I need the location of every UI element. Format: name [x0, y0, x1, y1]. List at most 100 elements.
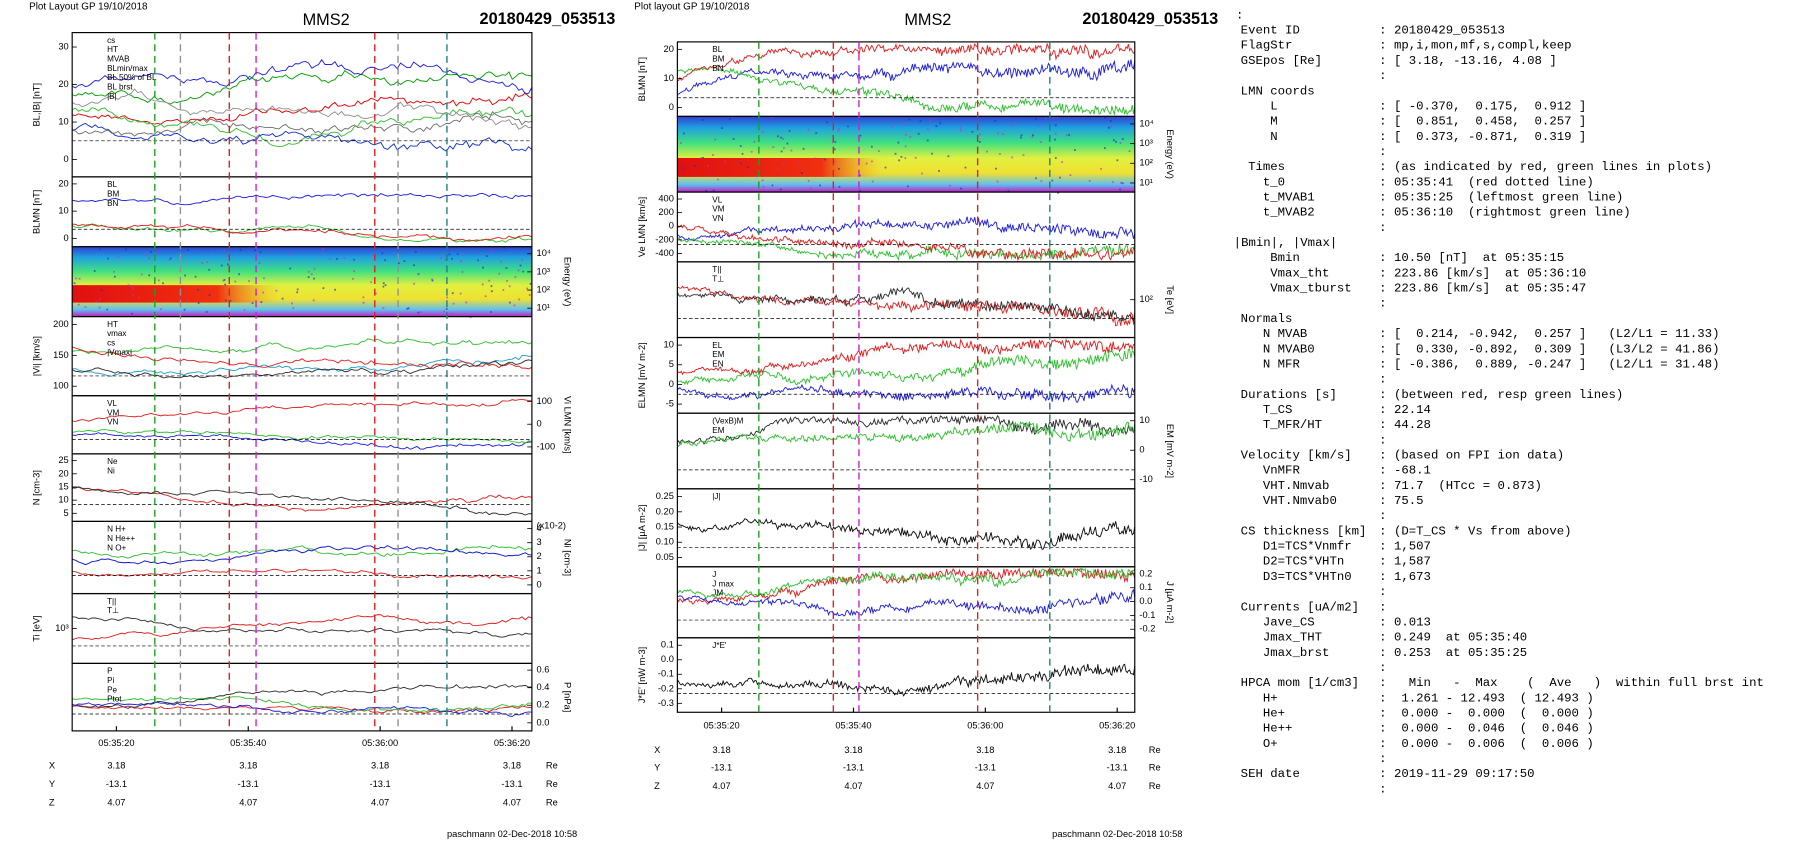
x-tick-label: 05:36:20 — [494, 738, 530, 748]
spectrogram-speckle — [1110, 125, 1112, 128]
spectrogram-speckle — [490, 290, 493, 293]
spectrogram-speckle — [431, 278, 433, 281]
info-value: : 71.7 (HTcc = 0.873) — [1379, 479, 1542, 493]
legend-entry: Ne — [107, 457, 118, 466]
spectrogram-speckle — [788, 129, 791, 132]
spectrogram-speckle — [113, 275, 116, 278]
legend-entry: J max — [712, 579, 734, 588]
spectrogram-speckle — [513, 304, 516, 307]
spectrogram-speckle — [234, 280, 237, 283]
info-label: T_CS — [1241, 403, 1293, 417]
info-value: : — [1379, 661, 1386, 675]
info-value: : 44.28 — [1379, 418, 1431, 432]
spectrogram-speckle — [831, 141, 834, 144]
spectrogram-speckle — [98, 298, 101, 300]
trace — [72, 69, 532, 105]
position-value: 4.07 — [976, 781, 994, 791]
trace — [72, 486, 532, 516]
position-label: Z — [49, 798, 55, 808]
y-tick-label: 0 — [1139, 445, 1144, 455]
spectrogram-speckle — [508, 285, 511, 288]
info-value: : 0.249 at 05:35:40 — [1379, 631, 1527, 645]
spectrogram-speckle — [1103, 147, 1106, 149]
info-value: : — [1379, 782, 1386, 796]
y-tick-label: 10¹ — [537, 303, 550, 313]
spectrogram-speckle — [739, 145, 742, 147]
spectrogram-speckle — [1115, 140, 1117, 143]
y-tick-label: 0.2 — [537, 700, 550, 710]
spectrogram-speckle — [168, 258, 171, 261]
spectrogram-speckle — [935, 125, 938, 127]
spectrogram-speckle — [223, 249, 225, 252]
y-tick-label: 0 — [64, 233, 69, 243]
info-label: T_MFR/HT — [1241, 418, 1322, 432]
spectrogram-speckle — [903, 122, 906, 125]
info-value: : 22.14 — [1379, 403, 1431, 417]
position-value: 3.18 — [844, 745, 862, 755]
legend-entry: P — [107, 667, 112, 676]
spectrogram-speckle — [417, 273, 420, 276]
spectrogram-speckle — [451, 257, 453, 260]
spectrogram-speckle — [517, 269, 520, 272]
info-value: : 1,507 — [1379, 540, 1431, 554]
spectrogram-speckle — [999, 152, 1001, 155]
spectrogram-speckle — [254, 249, 256, 252]
event-id: 20180429_053513 — [480, 10, 616, 28]
legend-entry: J*E' — [712, 641, 727, 650]
legend-entry: EM — [712, 350, 724, 359]
spectrogram-speckle — [949, 184, 951, 187]
spectrogram-speckle — [95, 300, 98, 303]
y-tick-label: -200 — [655, 234, 674, 244]
spectrogram-speckle — [459, 292, 462, 295]
info-label: Normals — [1241, 312, 1293, 326]
spectrogram-speckle — [125, 248, 127, 251]
spectrogram-speckle — [243, 309, 246, 311]
spectrogram-speckle — [275, 289, 278, 292]
spectrogram-speckle — [312, 299, 315, 302]
y-tick-label: 10 — [664, 340, 674, 350]
spectrogram-speckle — [117, 256, 120, 258]
spectrogram-speckle — [904, 157, 907, 160]
spectrogram-speckle — [1020, 136, 1022, 139]
trace — [72, 486, 532, 512]
info-value: : 0.013 — [1379, 615, 1431, 629]
panel-frame — [676, 566, 1136, 639]
y-tick-label: 10⁴ — [1139, 118, 1153, 128]
info-value: : (as indicated by red, green lines in p… — [1379, 160, 1712, 174]
info-value: : — [1379, 585, 1386, 599]
legend-entry: T|| — [712, 265, 721, 274]
trace — [72, 429, 533, 444]
y-tick-label: 10² — [1139, 294, 1152, 304]
spectrogram-speckle — [1065, 134, 1068, 137]
legend-entry: BN — [107, 199, 118, 208]
info-label: GSEpos [Re] — [1241, 54, 1322, 68]
legend-entry: MVAB — [107, 55, 129, 64]
spectrogram-speckle — [1020, 134, 1023, 137]
spectrogram-speckle — [865, 162, 868, 165]
spectrogram-speckle — [420, 311, 422, 313]
spectrogram-speckle — [150, 251, 152, 253]
spectrogram-speckle — [382, 285, 385, 288]
spectrogram-speckle — [113, 270, 115, 273]
y-axis-label: J [µA m-2] — [1165, 581, 1175, 623]
position-value: -13.1 — [843, 763, 864, 773]
spectrogram-hot — [677, 157, 884, 177]
spectrogram-speckle — [750, 150, 753, 153]
x-tick-label: 05:36:20 — [1099, 721, 1135, 731]
info-value: : [ -0.386, 0.889, -0.247 ] (L2/L1 = 31.… — [1379, 357, 1719, 371]
legend-entry: vmax — [107, 329, 126, 338]
y-tick-label: 10² — [537, 284, 550, 294]
spectrogram-speckle — [205, 311, 208, 313]
spectrogram-speckle — [407, 307, 410, 310]
trace — [72, 432, 532, 450]
spectrogram-speckle — [1061, 161, 1063, 163]
info-value: : 2019-11-29 09:17:50 — [1379, 767, 1534, 781]
spectrogram-speckle — [929, 119, 932, 122]
spectrogram-speckle — [1112, 139, 1115, 142]
spectrogram-speckle — [414, 251, 417, 254]
spectrogram-speckle — [406, 307, 409, 310]
spectrogram-speckle — [917, 132, 920, 135]
trace — [72, 701, 532, 717]
legend-entry: VN — [107, 418, 118, 427]
